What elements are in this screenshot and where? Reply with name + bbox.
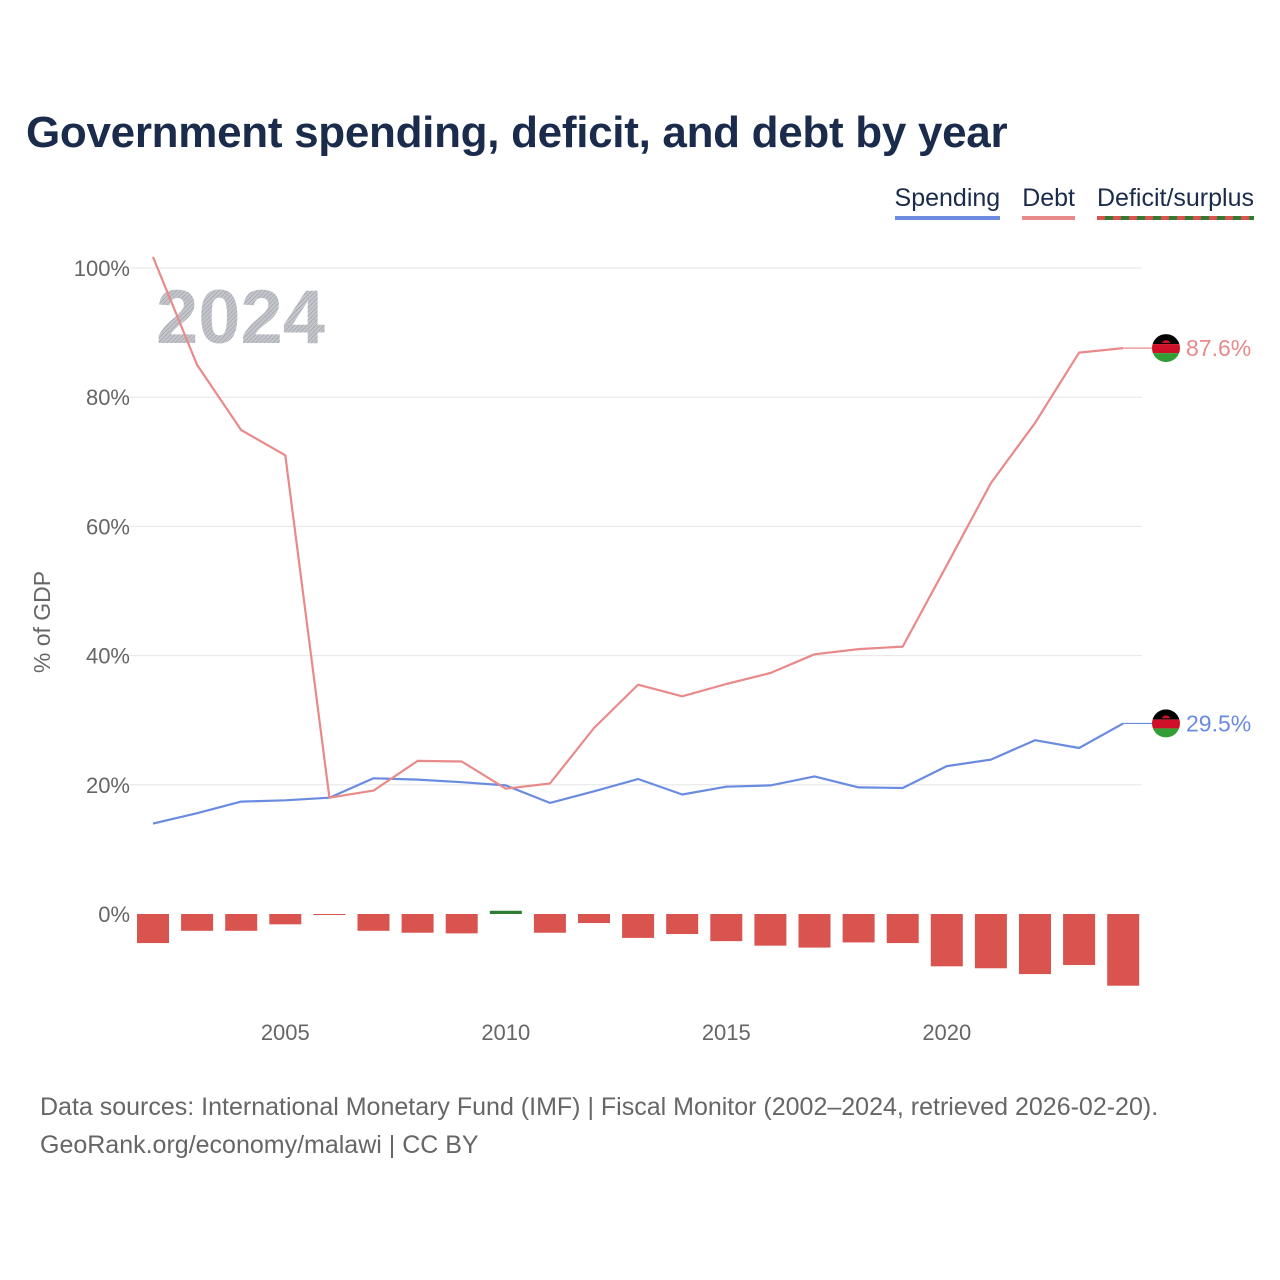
deficit-bar [754, 914, 787, 946]
deficit-bar [489, 910, 522, 914]
flag-band-black [1152, 334, 1180, 345]
y-axis-label: % of GDP [29, 571, 55, 673]
y-tick-label: 100% [74, 256, 130, 281]
deficit-bar [181, 914, 214, 931]
y-tick-label: 0% [98, 902, 130, 927]
deficit-bar [974, 914, 1007, 969]
deficit-bar [842, 914, 875, 943]
deficit-bar [1019, 914, 1051, 975]
y-axis: 0% 20% 40% 60% 80% 100% [74, 256, 130, 927]
y-tick-label: 20% [86, 773, 130, 798]
deficit-bar [666, 914, 699, 935]
y-tick-label: 60% [86, 514, 130, 539]
legend-label-deficit: Deficit/surplus [1097, 184, 1254, 212]
footer: Data sources: International Monetary Fun… [40, 1088, 1158, 1164]
malawi-flag-icon [1152, 334, 1180, 363]
x-tick-label: 2005 [261, 1020, 310, 1045]
deficit-bar [357, 914, 390, 931]
deficit-bar [137, 914, 169, 944]
deficit-bar [225, 914, 258, 931]
deficit-bar [622, 914, 655, 938]
x-axis: 2005 2010 2015 2020 [261, 1020, 971, 1045]
flag-band-red [1152, 719, 1180, 729]
deficit-bar [269, 914, 302, 925]
deficit-bar [886, 914, 919, 944]
flag-band-green [1152, 728, 1180, 738]
series-lines [151, 256, 1124, 825]
deficit-bar [798, 914, 831, 948]
legend-swatch-deficit [1097, 216, 1254, 220]
deficit-bar [533, 914, 566, 933]
deficit-bar [1107, 914, 1140, 986]
x-tick-label: 2010 [481, 1020, 530, 1045]
flag-band-green [1152, 353, 1180, 363]
legend-swatch-spending [894, 216, 1001, 220]
y-tick-label: 40% [86, 644, 130, 669]
end-value-label: 87.6% [1186, 335, 1251, 361]
deficit-bar [578, 914, 610, 924]
legend-label-debt: Debt [1022, 184, 1075, 212]
chart-title: Government spending, deficit, and debt b… [26, 108, 1008, 157]
deficit-bar [313, 914, 346, 915]
end-value-label: 29.5% [1186, 710, 1251, 736]
flag-sun [1162, 715, 1170, 719]
footer-sources: Data sources: International Monetary Fun… [40, 1093, 1159, 1121]
x-tick-label: 2020 [922, 1020, 971, 1045]
flag-sun [1162, 340, 1170, 344]
y-tick-label: 80% [86, 385, 130, 410]
deficit-bar [445, 914, 478, 934]
deficit-bar [930, 914, 963, 967]
legend-item-debt[interactable]: Debt [1022, 184, 1075, 220]
deficit-bar [401, 914, 434, 933]
legend-item-deficit[interactable]: Deficit/surplus [1097, 184, 1254, 220]
flag-band-red [1152, 344, 1180, 354]
x-tick-label: 2015 [702, 1020, 751, 1045]
malawi-flag-icon [1152, 709, 1180, 738]
legend-swatch-debt [1022, 216, 1075, 220]
legend-label-spending: Spending [894, 184, 1001, 212]
series-line-spending [152, 722, 1124, 825]
footer-link[interactable]: GeoRank.org/economy/malawi | CC BY [40, 1131, 479, 1159]
deficit-bar [1063, 914, 1096, 966]
gridlines [130, 267, 1142, 786]
year-watermark: 2024 [156, 275, 325, 360]
end-markers: 87.6% 29.5% [1123, 334, 1251, 738]
chart-legend: Spending Debt Deficit/surplus [894, 184, 1254, 220]
deficit-bar [710, 914, 743, 942]
legend-item-spending[interactable]: Spending [894, 184, 1001, 220]
deficit-bars [137, 910, 1140, 986]
flag-band-black [1152, 709, 1180, 720]
series-line-debt [151, 256, 1124, 799]
